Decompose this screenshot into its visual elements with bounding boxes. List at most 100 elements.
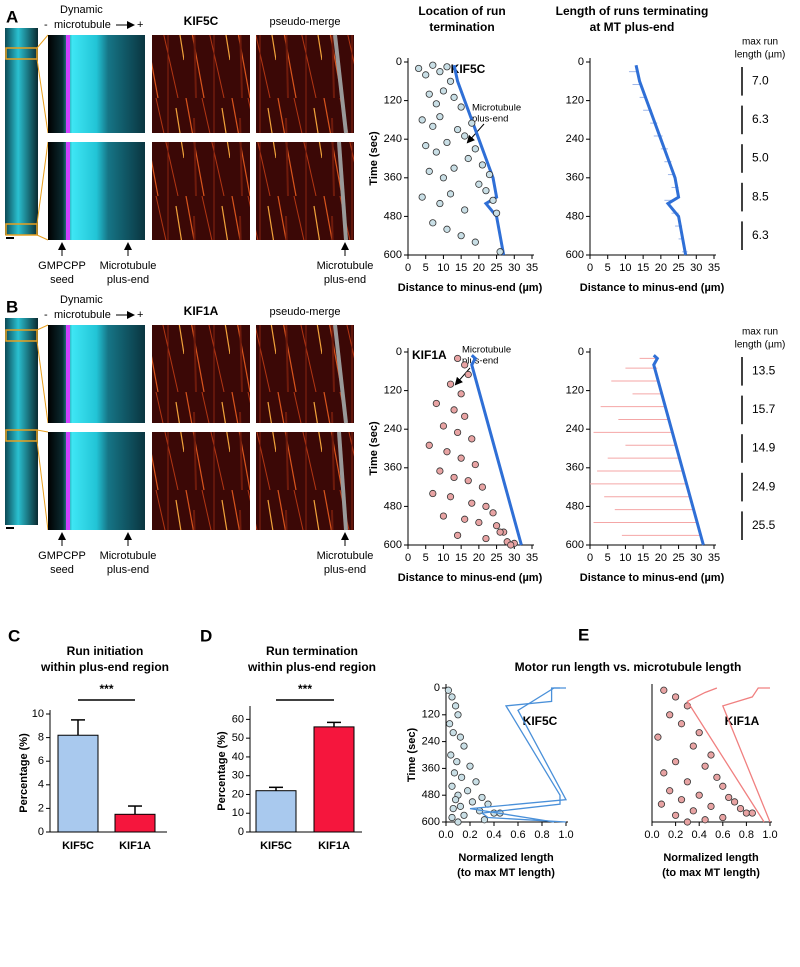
point <box>448 782 456 790</box>
point <box>671 693 680 701</box>
motor-kymograph <box>152 325 250 423</box>
point <box>742 809 751 817</box>
x-tick-label: 1.0 <box>558 829 573 841</box>
x-tick-label: 1.0 <box>762 829 777 841</box>
point <box>425 167 433 175</box>
label: GMPCPP <box>38 550 86 562</box>
point <box>461 515 469 523</box>
point <box>450 473 458 482</box>
x-tick-label: KIF1A <box>119 840 151 852</box>
x-tick-label: 30 <box>508 262 520 274</box>
seed <box>66 35 70 133</box>
y-tick-label: 600 <box>384 539 402 551</box>
y-tick-label: 360 <box>384 462 402 474</box>
label: Microtubule <box>317 260 374 272</box>
x-tick-label: 25 <box>672 552 684 564</box>
y-tick-label: 6 <box>38 755 44 767</box>
point <box>654 733 662 741</box>
point <box>443 138 451 147</box>
point <box>451 702 460 710</box>
point <box>677 796 686 804</box>
point <box>453 125 462 134</box>
label: microtubule <box>54 309 111 321</box>
y-tick-label: 480 <box>384 210 402 222</box>
x-tick-label: 0.8 <box>534 829 549 841</box>
zoom-box <box>5 429 38 442</box>
point <box>671 811 680 819</box>
point <box>660 769 668 777</box>
point <box>443 63 451 71</box>
y-tick-label: 240 <box>422 736 440 748</box>
point <box>461 361 469 369</box>
point <box>719 813 727 822</box>
kymograph-strip <box>5 318 38 525</box>
point <box>701 816 709 824</box>
motor-kymograph <box>152 432 250 530</box>
x-tick-label: 5 <box>423 552 429 564</box>
y-tick-label: 4 <box>38 779 44 791</box>
point <box>439 174 448 182</box>
point <box>507 541 515 549</box>
point <box>454 711 462 719</box>
point <box>736 804 745 813</box>
point <box>464 154 472 163</box>
y-tick-label: 120 <box>566 385 584 397</box>
x-tick-label: 0 <box>405 552 411 564</box>
point <box>468 499 476 507</box>
max-run-label: 6.3 <box>752 228 769 242</box>
max-run-label: 5.0 <box>752 151 769 165</box>
x-axis-label: Distance to minus-end (µm) <box>398 572 543 584</box>
point <box>415 64 423 73</box>
point <box>460 811 468 819</box>
y-tick-label: 360 <box>422 762 440 774</box>
plus-end-line <box>469 687 568 823</box>
x-tick-label: 0 <box>587 552 593 564</box>
annotation: length (µm) <box>735 340 786 351</box>
point <box>689 742 697 750</box>
point <box>444 686 452 694</box>
point <box>725 793 733 802</box>
point <box>707 751 715 759</box>
x-tick-label: 15 <box>455 552 467 564</box>
y-tick-label: 240 <box>566 133 584 145</box>
point <box>418 193 426 201</box>
point <box>453 428 462 437</box>
y-tick-label: 10 <box>232 807 244 819</box>
x-tick-label: 20 <box>473 552 485 564</box>
max-run-label: 13.5 <box>752 363 776 377</box>
point <box>450 769 458 777</box>
x-tick-label: 25 <box>672 262 684 274</box>
y-tick-label: 120 <box>384 385 402 397</box>
x-tick-label: 10 <box>437 262 449 274</box>
point <box>461 206 469 214</box>
significance: *** <box>298 682 312 696</box>
x-tick-label: 20 <box>655 262 667 274</box>
point <box>671 758 680 766</box>
point <box>478 483 486 491</box>
label: Dynamic <box>60 294 103 306</box>
point <box>449 729 457 737</box>
point <box>748 809 756 817</box>
point <box>683 818 692 826</box>
max-run-label: 6.3 <box>752 112 769 126</box>
point <box>695 791 703 799</box>
chart-title: Location of run <box>418 4 505 18</box>
significance: *** <box>99 682 113 696</box>
plus-end-line <box>721 687 771 823</box>
point <box>707 802 715 810</box>
y-tick-label: 120 <box>422 709 440 721</box>
point <box>422 142 430 150</box>
chart-title: Length of runs terminating <box>556 4 709 18</box>
point <box>475 518 483 527</box>
y-axis-label: Percentage (%) <box>18 733 30 813</box>
x-tick-label: 0.4 <box>692 829 707 841</box>
point <box>471 145 479 153</box>
bar <box>255 790 297 833</box>
point <box>432 399 440 408</box>
y-tick-label: 0 <box>396 56 402 68</box>
merge-kymograph <box>256 142 354 240</box>
point <box>456 733 464 741</box>
zoom-kymograph <box>48 35 145 133</box>
point <box>443 225 451 233</box>
point <box>666 787 674 795</box>
